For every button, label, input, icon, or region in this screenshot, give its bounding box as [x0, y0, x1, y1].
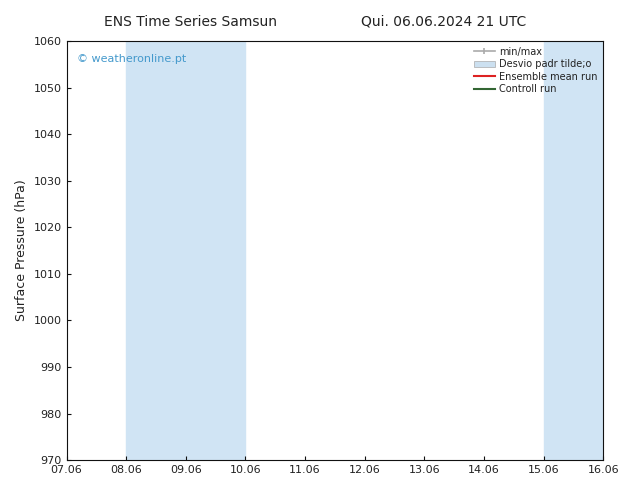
Text: Qui. 06.06.2024 21 UTC: Qui. 06.06.2024 21 UTC [361, 15, 526, 29]
Text: © weatheronline.pt: © weatheronline.pt [77, 53, 186, 64]
Legend: min/max, Desvio padr tilde;o, Ensemble mean run, Controll run: min/max, Desvio padr tilde;o, Ensemble m… [470, 43, 601, 98]
Bar [543, 41, 573, 460]
Bar [186, 41, 245, 460]
Text: ENS Time Series Samsun: ENS Time Series Samsun [104, 15, 276, 29]
Bar [126, 41, 186, 460]
Y-axis label: Surface Pressure (hPa): Surface Pressure (hPa) [15, 180, 28, 321]
Bar [573, 41, 603, 460]
